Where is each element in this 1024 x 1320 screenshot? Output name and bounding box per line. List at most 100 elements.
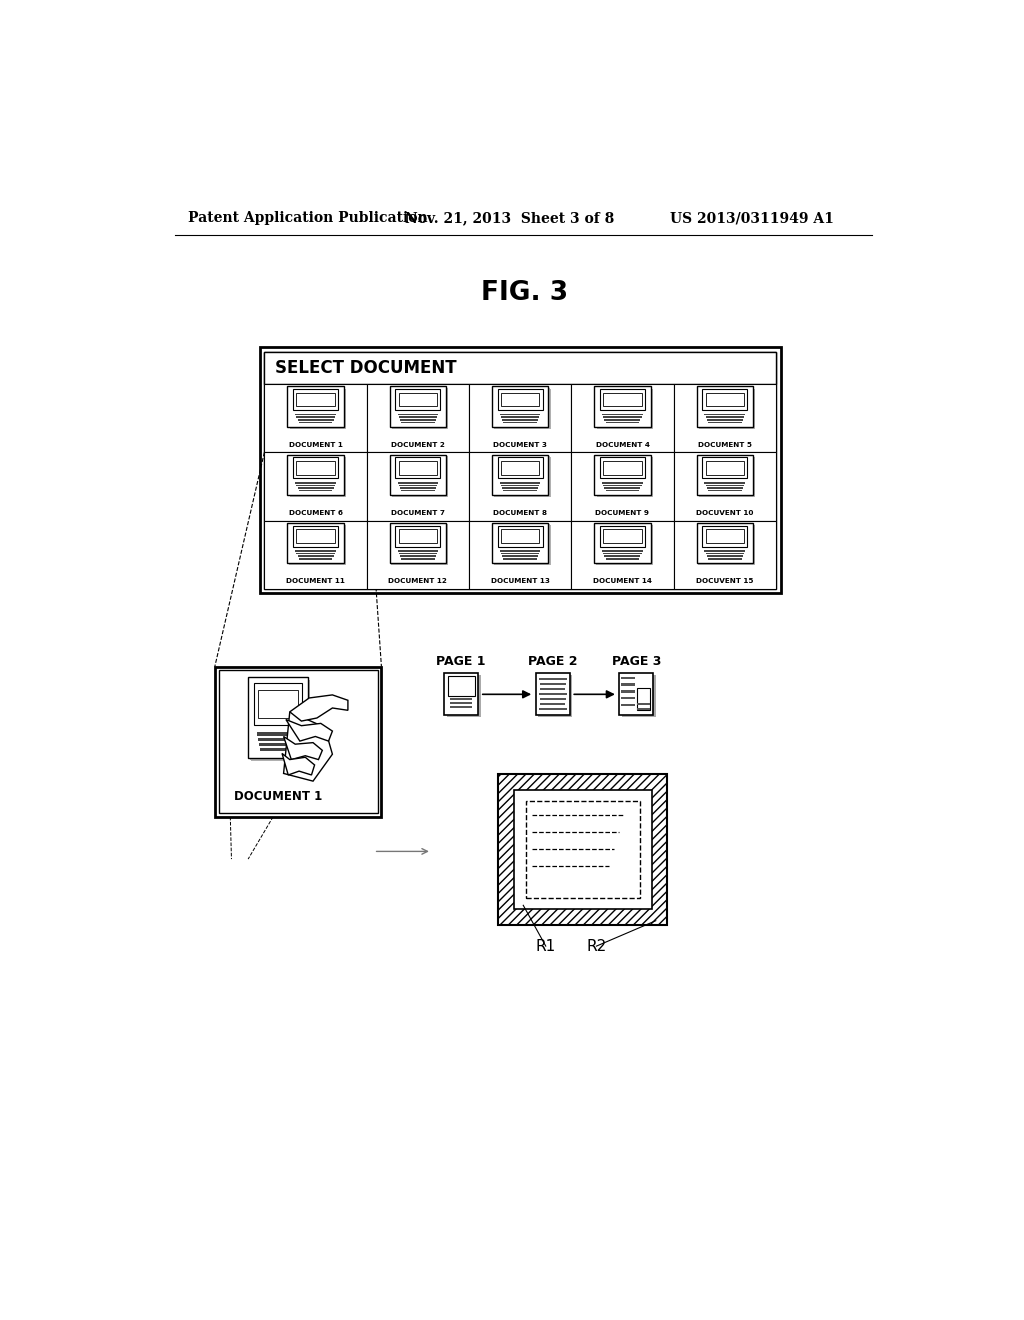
- Bar: [296, 416, 335, 418]
- Bar: [451, 702, 472, 704]
- Text: R1: R1: [536, 939, 556, 954]
- Bar: [397, 482, 438, 483]
- Bar: [538, 675, 572, 718]
- Bar: [249, 677, 308, 759]
- Bar: [395, 389, 440, 411]
- Bar: [397, 550, 438, 552]
- Bar: [621, 690, 635, 693]
- Bar: [708, 490, 741, 491]
- Bar: [390, 387, 446, 428]
- Bar: [699, 457, 756, 498]
- Bar: [299, 490, 333, 491]
- Text: FIG. 3: FIG. 3: [481, 280, 568, 306]
- Bar: [495, 457, 551, 498]
- Bar: [296, 393, 335, 407]
- Bar: [539, 677, 566, 680]
- Bar: [706, 393, 743, 407]
- Bar: [251, 680, 310, 760]
- Text: DOCUMENT 13: DOCUMENT 13: [490, 578, 550, 585]
- Bar: [595, 387, 651, 428]
- Bar: [298, 556, 334, 557]
- Bar: [264, 384, 367, 453]
- Bar: [494, 524, 550, 565]
- PathPatch shape: [284, 737, 323, 759]
- Bar: [290, 525, 346, 565]
- Bar: [605, 421, 639, 424]
- Bar: [697, 387, 754, 428]
- Bar: [295, 550, 336, 552]
- Bar: [250, 678, 309, 760]
- Bar: [264, 351, 776, 384]
- Bar: [637, 709, 650, 710]
- Bar: [392, 388, 449, 429]
- Bar: [398, 484, 437, 486]
- Bar: [705, 413, 745, 416]
- Bar: [500, 413, 541, 416]
- Bar: [541, 688, 565, 690]
- Bar: [541, 704, 565, 705]
- Text: PAGE 1: PAGE 1: [436, 655, 486, 668]
- Bar: [493, 455, 549, 495]
- Bar: [525, 801, 640, 898]
- Bar: [295, 413, 336, 416]
- Bar: [604, 487, 640, 488]
- Bar: [398, 461, 437, 475]
- Bar: [622, 675, 655, 718]
- Bar: [469, 384, 571, 453]
- Bar: [594, 454, 650, 495]
- Bar: [501, 484, 540, 486]
- Bar: [451, 706, 472, 709]
- Bar: [395, 457, 440, 478]
- Bar: [288, 454, 344, 495]
- Bar: [698, 388, 755, 428]
- Bar: [264, 453, 367, 520]
- Bar: [215, 667, 381, 817]
- Bar: [602, 413, 643, 416]
- Bar: [699, 525, 756, 565]
- Bar: [708, 421, 741, 424]
- Bar: [514, 789, 652, 909]
- Bar: [288, 455, 344, 495]
- Bar: [391, 388, 447, 428]
- Bar: [495, 525, 551, 565]
- Text: DOCUVENT 10: DOCUVENT 10: [696, 510, 754, 516]
- Bar: [708, 558, 741, 560]
- Bar: [401, 421, 435, 424]
- Bar: [259, 743, 297, 746]
- Text: US 2013/0311949 A1: US 2013/0311949 A1: [671, 211, 835, 226]
- Bar: [498, 389, 543, 411]
- Bar: [603, 393, 642, 407]
- Bar: [494, 388, 550, 428]
- Bar: [621, 677, 635, 678]
- Bar: [257, 733, 300, 735]
- Bar: [390, 454, 446, 495]
- Bar: [502, 487, 539, 488]
- Bar: [674, 384, 776, 453]
- PathPatch shape: [286, 719, 333, 741]
- Bar: [674, 453, 776, 520]
- Bar: [296, 484, 335, 486]
- Text: DOCUMENT 7: DOCUMENT 7: [391, 510, 444, 516]
- Bar: [596, 388, 652, 428]
- Bar: [699, 388, 756, 429]
- Bar: [696, 454, 753, 495]
- Bar: [706, 461, 743, 475]
- Bar: [707, 556, 742, 557]
- Bar: [500, 482, 541, 483]
- Bar: [296, 553, 335, 554]
- Bar: [289, 388, 345, 428]
- Bar: [600, 525, 645, 546]
- Bar: [707, 487, 742, 488]
- Bar: [367, 453, 469, 520]
- Bar: [367, 384, 469, 453]
- Bar: [219, 671, 378, 813]
- Bar: [602, 550, 643, 552]
- Bar: [391, 524, 447, 565]
- Bar: [502, 556, 539, 557]
- Bar: [260, 748, 296, 751]
- Bar: [492, 387, 548, 426]
- Bar: [502, 418, 539, 421]
- Bar: [696, 523, 753, 564]
- Bar: [620, 673, 653, 715]
- Text: DOCUMENT 5: DOCUMENT 5: [697, 442, 752, 447]
